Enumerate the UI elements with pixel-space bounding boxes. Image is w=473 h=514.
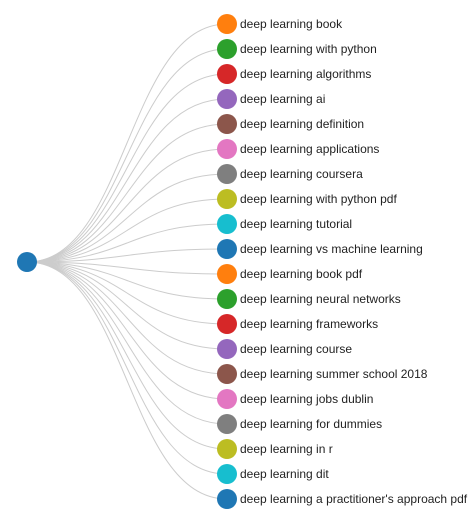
tree-link xyxy=(26,123,228,263)
leaf-label: deep learning book xyxy=(240,17,343,31)
tree-link xyxy=(26,73,228,263)
leaf-label: deep learning ai xyxy=(240,92,325,106)
leaf-node[interactable]: deep learning ai xyxy=(217,89,325,109)
leaf-node[interactable]: deep learning frameworks xyxy=(217,314,378,334)
leaf-label: deep learning dit xyxy=(240,467,329,481)
leaf-node-circle[interactable] xyxy=(217,139,237,159)
leaf-node[interactable]: deep learning for dummies xyxy=(217,414,382,434)
tree-link xyxy=(26,223,228,263)
leaf-node[interactable]: deep learning in r xyxy=(217,439,333,459)
leaf-node[interactable]: deep learning tutorial xyxy=(217,214,352,234)
leaf-node[interactable]: deep learning coursera xyxy=(217,164,363,184)
tree-link xyxy=(26,261,228,450)
leaf-node[interactable]: deep learning a practitioner's approach … xyxy=(217,489,468,509)
leaf-node-circle[interactable] xyxy=(217,214,237,234)
leaf-node-circle[interactable] xyxy=(217,389,237,409)
leaf-label: deep learning with python pdf xyxy=(240,192,397,206)
tree-link xyxy=(26,23,228,263)
leaf-node-circle[interactable] xyxy=(217,239,237,259)
leaf-node-circle[interactable] xyxy=(217,364,237,384)
leaf-node[interactable]: deep learning vs machine learning xyxy=(217,239,423,259)
leaf-label: deep learning for dummies xyxy=(240,417,382,431)
tree-link xyxy=(26,261,228,350)
tree-link xyxy=(26,48,228,263)
leaf-node[interactable]: deep learning with python pdf xyxy=(217,189,397,209)
tree-link xyxy=(26,261,228,275)
leaf-node-circle[interactable] xyxy=(217,414,237,434)
leaf-node-circle[interactable] xyxy=(217,89,237,109)
leaf-label: deep learning applications xyxy=(240,142,379,156)
leaf-label: deep learning tutorial xyxy=(240,217,352,231)
tree-link xyxy=(26,98,228,263)
leaf-label: deep learning book pdf xyxy=(240,267,363,281)
leaf-label: deep learning definition xyxy=(240,117,364,131)
leaf-node[interactable]: deep learning summer school 2018 xyxy=(217,364,428,384)
leaf-node[interactable]: deep learning book pdf xyxy=(217,264,363,284)
leaf-node[interactable]: deep learning definition xyxy=(217,114,364,134)
tree-link xyxy=(26,261,228,475)
tree-link xyxy=(26,261,228,500)
leaf-node[interactable]: deep learning jobs dublin xyxy=(217,389,373,409)
tree-link xyxy=(26,261,228,400)
leaf-label: deep learning with python xyxy=(240,42,377,56)
leaf-node[interactable]: deep learning applications xyxy=(217,139,379,159)
leaf-label: deep learning course xyxy=(240,342,352,356)
leaf-node-circle[interactable] xyxy=(217,289,237,309)
leaf-label: deep learning neural networks xyxy=(240,292,401,306)
leaf-node-circle[interactable] xyxy=(217,439,237,459)
leaf-label: deep learning vs machine learning xyxy=(240,242,423,256)
leaf-node-circle[interactable] xyxy=(217,464,237,484)
leaf-node-circle[interactable] xyxy=(217,39,237,59)
tree-link xyxy=(26,173,228,263)
leaf-node-circle[interactable] xyxy=(217,339,237,359)
leaf-label: deep learning a practitioner's approach … xyxy=(240,492,468,506)
leaf-node[interactable]: deep learning algorithms xyxy=(217,64,371,84)
leaf-label: deep learning summer school 2018 xyxy=(240,367,428,381)
leaf-node-circle[interactable] xyxy=(217,164,237,184)
tree-link xyxy=(26,261,228,375)
leaf-node[interactable]: deep learning book xyxy=(217,14,343,34)
tree-link xyxy=(26,261,228,300)
tree-leaves: deep learning book deep learning with pyt… xyxy=(217,14,468,509)
leaf-node-circle[interactable] xyxy=(217,489,237,509)
leaf-label: deep learning in r xyxy=(240,442,333,456)
leaf-node-circle[interactable] xyxy=(217,314,237,334)
leaf-label: deep learning algorithms xyxy=(240,67,371,81)
leaf-node-circle[interactable] xyxy=(217,114,237,134)
tree-link xyxy=(26,261,228,425)
tree-link xyxy=(26,148,228,263)
leaf-label: deep learning jobs dublin xyxy=(240,392,373,406)
leaf-label: deep learning coursera xyxy=(240,167,363,181)
leaf-node[interactable]: deep learning with python xyxy=(217,39,377,59)
leaf-node[interactable]: deep learning course xyxy=(217,339,352,359)
leaf-node-circle[interactable] xyxy=(217,189,237,209)
leaf-node-circle[interactable] xyxy=(217,264,237,284)
tree-link xyxy=(26,198,228,263)
leaf-node[interactable]: deep learning neural networks xyxy=(217,289,401,309)
tree-links xyxy=(26,23,228,500)
tree-link xyxy=(26,248,228,263)
leaf-label: deep learning frameworks xyxy=(240,317,378,331)
leaf-node-circle[interactable] xyxy=(217,64,237,84)
tree-link xyxy=(26,261,228,325)
root-node[interactable] xyxy=(17,252,37,272)
leaf-node-circle[interactable] xyxy=(217,14,237,34)
leaf-node[interactable]: deep learning dit xyxy=(217,464,329,484)
